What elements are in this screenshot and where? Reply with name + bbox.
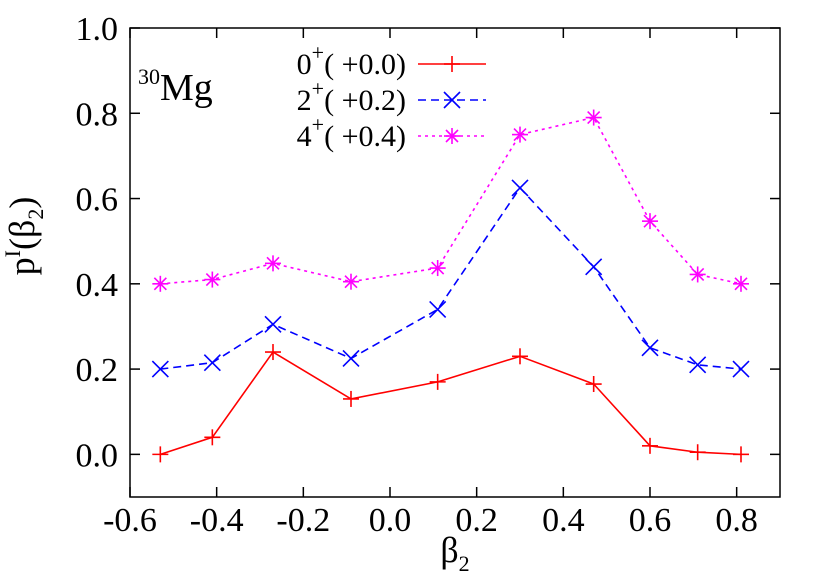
- data-point-marker: [344, 275, 358, 289]
- series-4+: [152, 109, 749, 292]
- legend-marker: [443, 91, 461, 109]
- data-point: [152, 275, 169, 292]
- data-point: [429, 300, 447, 318]
- data-point-marker: [264, 315, 282, 333]
- data-point: [732, 360, 750, 378]
- data-point: [512, 348, 528, 365]
- legend-label: 0+( +0.0): [297, 40, 406, 81]
- legend-label: 2+( +0.2): [297, 76, 406, 117]
- x-tick-label: 0.8: [715, 502, 758, 539]
- data-point: [342, 349, 360, 367]
- data-point: [152, 446, 169, 463]
- data-point-marker: [734, 277, 748, 291]
- data-point: [585, 258, 603, 276]
- data-point-marker: [585, 258, 603, 276]
- series-0+: [152, 344, 749, 463]
- data-point: [641, 339, 659, 357]
- data-point-marker: [691, 267, 705, 282]
- data-point: [265, 344, 281, 361]
- y-axis-label: pI(β2): [0, 197, 48, 276]
- data-point: [204, 271, 221, 288]
- x-tick-label: 0.6: [629, 502, 672, 539]
- data-point-marker: [643, 214, 657, 228]
- x-tick-label: 0.4: [542, 502, 585, 539]
- plot-frame: [129, 27, 781, 498]
- data-point-marker: [641, 339, 659, 357]
- data-point: [264, 315, 282, 333]
- legend-marker-stroke: [445, 129, 459, 143]
- data-point: [585, 109, 602, 126]
- axis-tick-labels: -0.6 -0.4 -0.2 0.0 0.2 0.4 0.6 0.8 0.0 0.2 0.4 0.6 0…: [76, 11, 758, 539]
- x-tick-label: 0.2: [455, 502, 498, 539]
- data-point: [429, 373, 446, 390]
- data-point: [733, 446, 749, 463]
- data-point: [642, 213, 658, 230]
- x-tick-label: -0.6: [103, 502, 157, 539]
- data-point: [203, 354, 221, 372]
- data-point-marker: [266, 256, 280, 270]
- axis-ticks: [129, 27, 780, 497]
- data-point-marker: [689, 356, 707, 374]
- x-tick-label: -0.2: [276, 502, 330, 539]
- data-point: [151, 360, 169, 378]
- data-point-marker: [732, 360, 750, 378]
- nucleus-annotation: 30Mg: [138, 64, 213, 109]
- data-point-marker: [203, 354, 221, 372]
- data-point-marker: [429, 300, 447, 318]
- x-tick-label: -0.4: [190, 502, 244, 539]
- data-point-marker: [153, 277, 167, 291]
- data-point: [204, 429, 221, 446]
- x-axis-label: β2: [440, 530, 469, 576]
- legend-marker-stroke: [443, 91, 461, 109]
- series-layer: [151, 109, 750, 463]
- data-point-marker: [342, 349, 360, 367]
- y-tick-label: 0.2: [76, 352, 119, 389]
- x-tick-label: 0.0: [369, 502, 412, 539]
- data-point: [429, 260, 446, 277]
- series-line: [160, 186, 742, 370]
- data-point: [265, 255, 281, 272]
- data-point: [512, 126, 528, 143]
- series-line: [160, 350, 742, 456]
- y-tick-label: 0.6: [76, 182, 119, 219]
- legend-marker: [444, 128, 460, 144]
- data-point: [689, 266, 706, 283]
- legend-marker: [444, 56, 460, 72]
- data-point: [343, 390, 359, 407]
- legend: 0+( +0.0)2+( +0.2)4+( +0.4): [297, 40, 486, 153]
- y-tick-label: 0.4: [76, 267, 119, 304]
- data-point: [511, 179, 529, 197]
- data-point-marker: [431, 261, 445, 275]
- data-point: [585, 376, 602, 393]
- data-point: [689, 444, 706, 461]
- data-point-marker: [587, 110, 601, 125]
- data-point: [642, 437, 658, 454]
- y-tick-label: 0.0: [76, 437, 119, 474]
- series-line: [160, 116, 742, 285]
- data-point-marker: [511, 179, 529, 197]
- legend-label: 4+( +0.4): [297, 112, 406, 153]
- data-point: [733, 275, 749, 292]
- data-point: [689, 356, 707, 374]
- data-point-marker: [151, 360, 169, 378]
- data-point-marker: [513, 128, 527, 142]
- series-2+: [151, 179, 750, 378]
- y-tick-label: 1.0: [76, 11, 119, 48]
- data-point: [343, 273, 359, 290]
- y-tick-label: 0.8: [76, 96, 119, 133]
- data-point-marker: [205, 272, 219, 287]
